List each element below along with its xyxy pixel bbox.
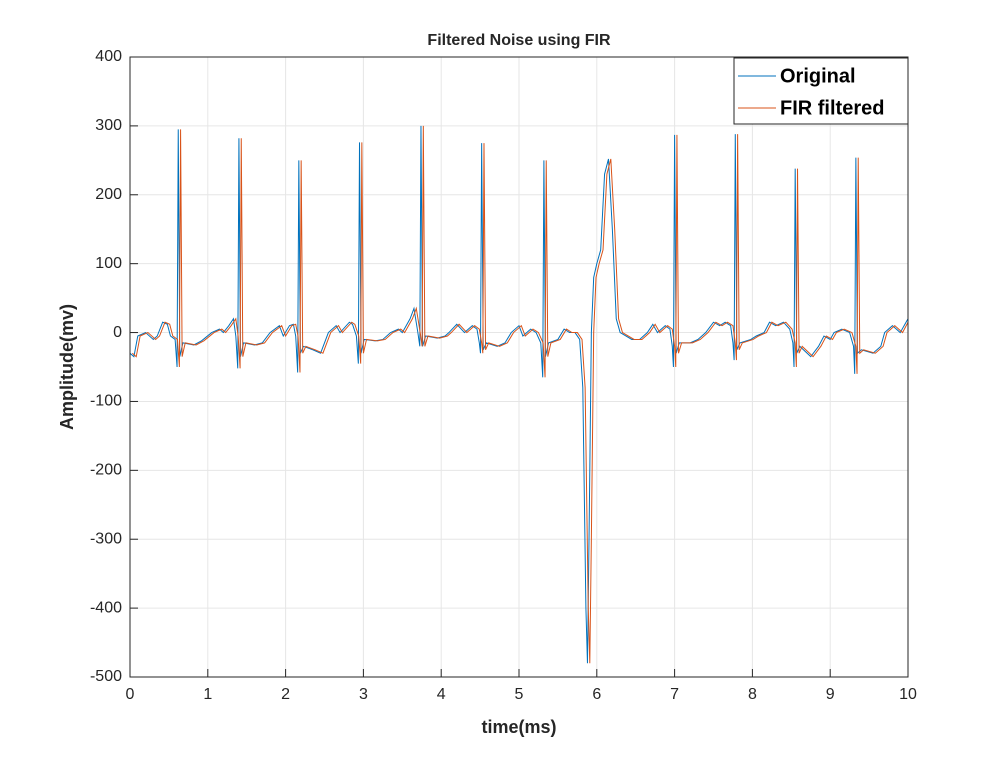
y-tick-label: 0 xyxy=(113,324,122,341)
axes-box xyxy=(129,56,909,678)
x-tick-label: 7 xyxy=(670,686,679,703)
x-tick-label: 8 xyxy=(748,686,757,703)
y-tick-label: -100 xyxy=(90,393,122,410)
y-tick-label: -300 xyxy=(90,530,122,547)
x-tick-label: 6 xyxy=(592,686,601,703)
data-line xyxy=(131,125,909,664)
x-tick-label: 2 xyxy=(281,686,290,703)
chart-title: Filtered Noise using FIR xyxy=(427,32,611,49)
legend-label: FIR filtered xyxy=(780,97,884,119)
y-tick-label: 100 xyxy=(95,255,122,272)
y-tick-label: -500 xyxy=(90,668,122,685)
legend-label: Original xyxy=(780,65,856,87)
x-axis-label: time(ms) xyxy=(481,717,556,737)
x-tick-label: 4 xyxy=(437,686,446,703)
x-tick-label: 0 xyxy=(126,686,135,703)
x-tick-label: 10 xyxy=(899,686,917,703)
legend-box xyxy=(733,57,909,125)
y-tick-label: 300 xyxy=(95,117,122,134)
y-tick-label: -200 xyxy=(90,462,122,479)
y-tick-label: -400 xyxy=(90,599,122,616)
x-tick-label: 5 xyxy=(515,686,524,703)
y-tick-label: 400 xyxy=(95,48,122,65)
x-tick-label: 1 xyxy=(203,686,212,703)
x-tick-label: 3 xyxy=(359,686,368,703)
y-axis-label: Amplitude(mv) xyxy=(57,304,77,430)
x-tick-label: 9 xyxy=(826,686,835,703)
y-tick-label: 200 xyxy=(95,186,122,203)
